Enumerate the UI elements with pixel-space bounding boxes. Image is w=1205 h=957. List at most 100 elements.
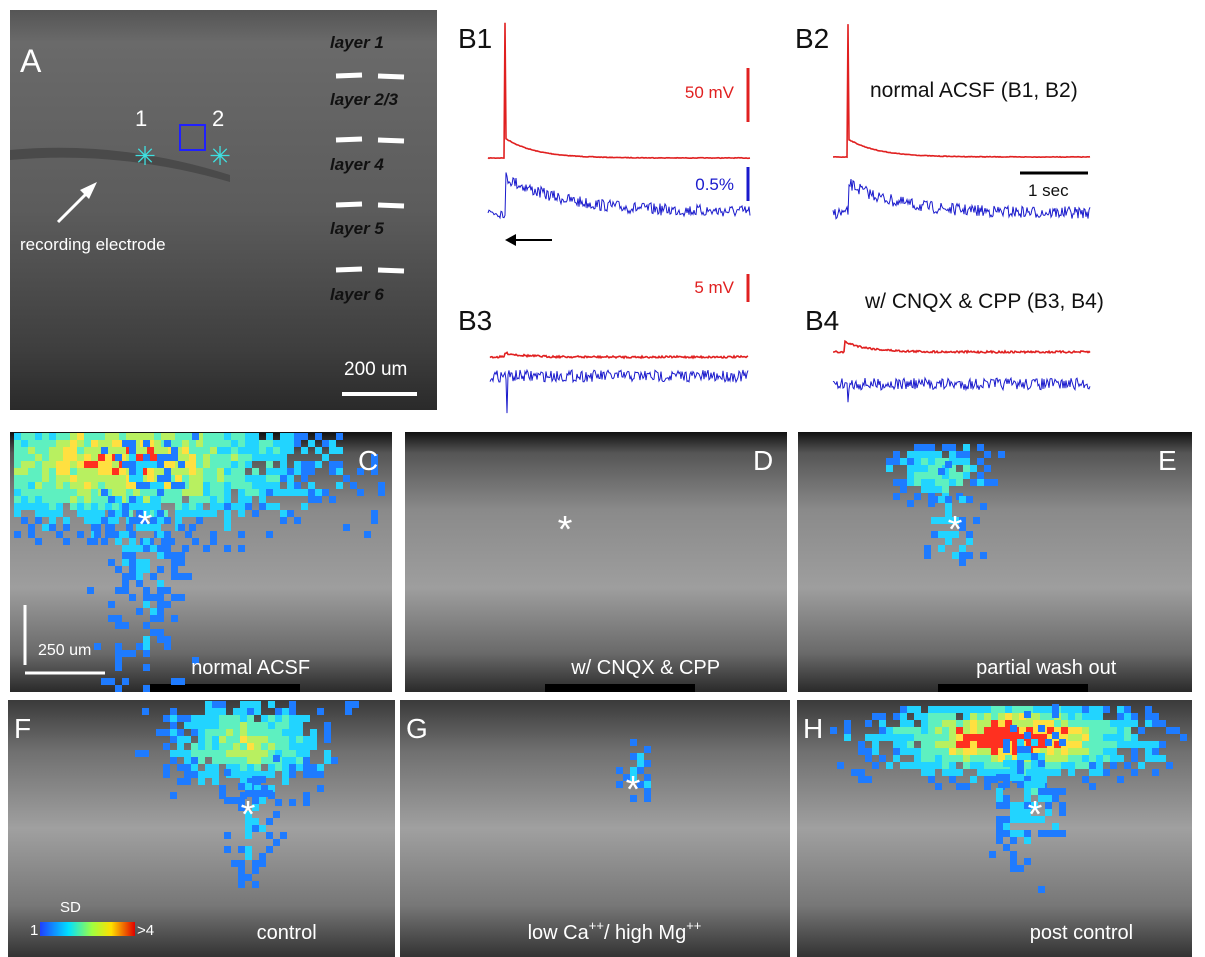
heat-pixel <box>189 524 196 531</box>
heat-pixel <box>42 489 49 496</box>
heat-pixel <box>949 755 956 762</box>
heat-pixel <box>21 496 28 503</box>
heat-pixel <box>157 608 164 615</box>
heat-pixel <box>191 750 198 757</box>
heat-pixel <box>1096 748 1103 755</box>
heat-pixel <box>275 799 282 806</box>
caption-part: ++ <box>589 918 604 933</box>
heat-pixel <box>70 475 77 482</box>
heat-pixel <box>865 748 872 755</box>
heat-pixel <box>210 538 217 545</box>
heat-pixel <box>963 444 970 451</box>
heat-pixel <box>157 510 164 517</box>
heat-pixel <box>154 440 161 447</box>
heat-pixel <box>163 715 170 722</box>
heat-pixel <box>189 510 196 517</box>
heat-pixel <box>1096 720 1103 727</box>
site-marker: * <box>241 794 256 836</box>
heat-pixel <box>282 778 289 785</box>
heat-pixel <box>914 755 921 762</box>
heat-pixel <box>84 489 91 496</box>
heat-pixel <box>77 510 84 517</box>
heat-pixel <box>70 454 77 461</box>
heat-pixel <box>189 440 196 447</box>
heat-pixel <box>268 764 275 771</box>
heat-pixel <box>1110 727 1117 734</box>
heat-pixel <box>49 524 56 531</box>
heat-pixel <box>129 454 136 461</box>
heat-pixel <box>14 531 21 538</box>
heat-pixel <box>900 486 907 493</box>
heat-pixel <box>357 489 364 496</box>
heat-pixel <box>105 482 112 489</box>
heat-pixel <box>938 496 945 503</box>
heat-pixel <box>63 482 70 489</box>
heat-pixel <box>914 472 921 479</box>
heat-pixel <box>98 475 105 482</box>
heat-pixel <box>308 496 315 503</box>
heat-pixel <box>136 475 143 482</box>
heat-pixel <box>315 433 322 440</box>
heat-pixel <box>198 757 205 764</box>
heat-pixel <box>35 538 42 545</box>
heat-pixel <box>219 757 226 764</box>
heat-pixel <box>1052 711 1059 718</box>
heat-pixel <box>1031 753 1038 760</box>
layer-label: layer 5 <box>330 219 384 238</box>
heat-pixel <box>177 736 184 743</box>
heat-pixel <box>170 708 177 715</box>
heat-pixel <box>224 517 231 524</box>
caption: partial wash out <box>976 657 1117 679</box>
heat-pixel <box>928 472 935 479</box>
heat-pixel <box>1024 781 1031 788</box>
heat-pixel <box>336 468 343 475</box>
heat-pixel <box>84 440 91 447</box>
heat-pixel <box>991 720 998 727</box>
heat-pixel <box>266 468 273 475</box>
heat-pixel <box>1103 734 1110 741</box>
site-marker: ✳ <box>134 141 156 171</box>
heat-pixel <box>168 461 175 468</box>
heat-pixel <box>928 465 935 472</box>
heat-pixel <box>101 678 108 685</box>
optical-trace <box>833 378 1090 402</box>
heat-pixel <box>289 764 296 771</box>
heat-pixel <box>56 468 63 475</box>
heat-pixel <box>21 440 28 447</box>
heat-pixel <box>296 729 303 736</box>
heat-pixel <box>192 538 199 545</box>
heat-pixel <box>35 475 42 482</box>
heat-pixel <box>350 482 357 489</box>
heat-pixel <box>301 433 308 440</box>
heat-pixel <box>1003 746 1010 753</box>
heat-pixel <box>142 750 149 757</box>
heat-pixel <box>1096 734 1103 741</box>
heat-pixel <box>247 729 254 736</box>
heat-pixel <box>991 734 998 741</box>
heat-pixel <box>217 461 224 468</box>
heat-pixel <box>1117 720 1124 727</box>
heat-pixel <box>217 503 224 510</box>
heat-pixel <box>1010 851 1017 858</box>
heat-pixel <box>1075 727 1082 734</box>
heat-pixel <box>324 736 331 743</box>
condition-label: w/ CNQX & CPP (B3, B4) <box>864 290 1104 313</box>
heat-pixel <box>136 496 143 503</box>
heat-pixel <box>1054 748 1061 755</box>
heat-pixel <box>189 468 196 475</box>
heat-pixel <box>644 774 651 781</box>
heat-pixel <box>247 715 254 722</box>
heat-pixel <box>378 489 385 496</box>
heat-pixel <box>310 729 317 736</box>
heat-pixel <box>108 615 115 622</box>
heat-pixel <box>42 433 49 440</box>
heat-pixel <box>112 440 119 447</box>
heat-pixel <box>35 440 42 447</box>
heat-pixel <box>129 545 136 552</box>
heat-pixel <box>907 748 914 755</box>
heat-pixel <box>143 482 150 489</box>
heat-pixel <box>1010 809 1017 816</box>
heat-pixel <box>119 468 126 475</box>
heat-pixel <box>966 496 973 503</box>
heat-pixel <box>224 454 231 461</box>
